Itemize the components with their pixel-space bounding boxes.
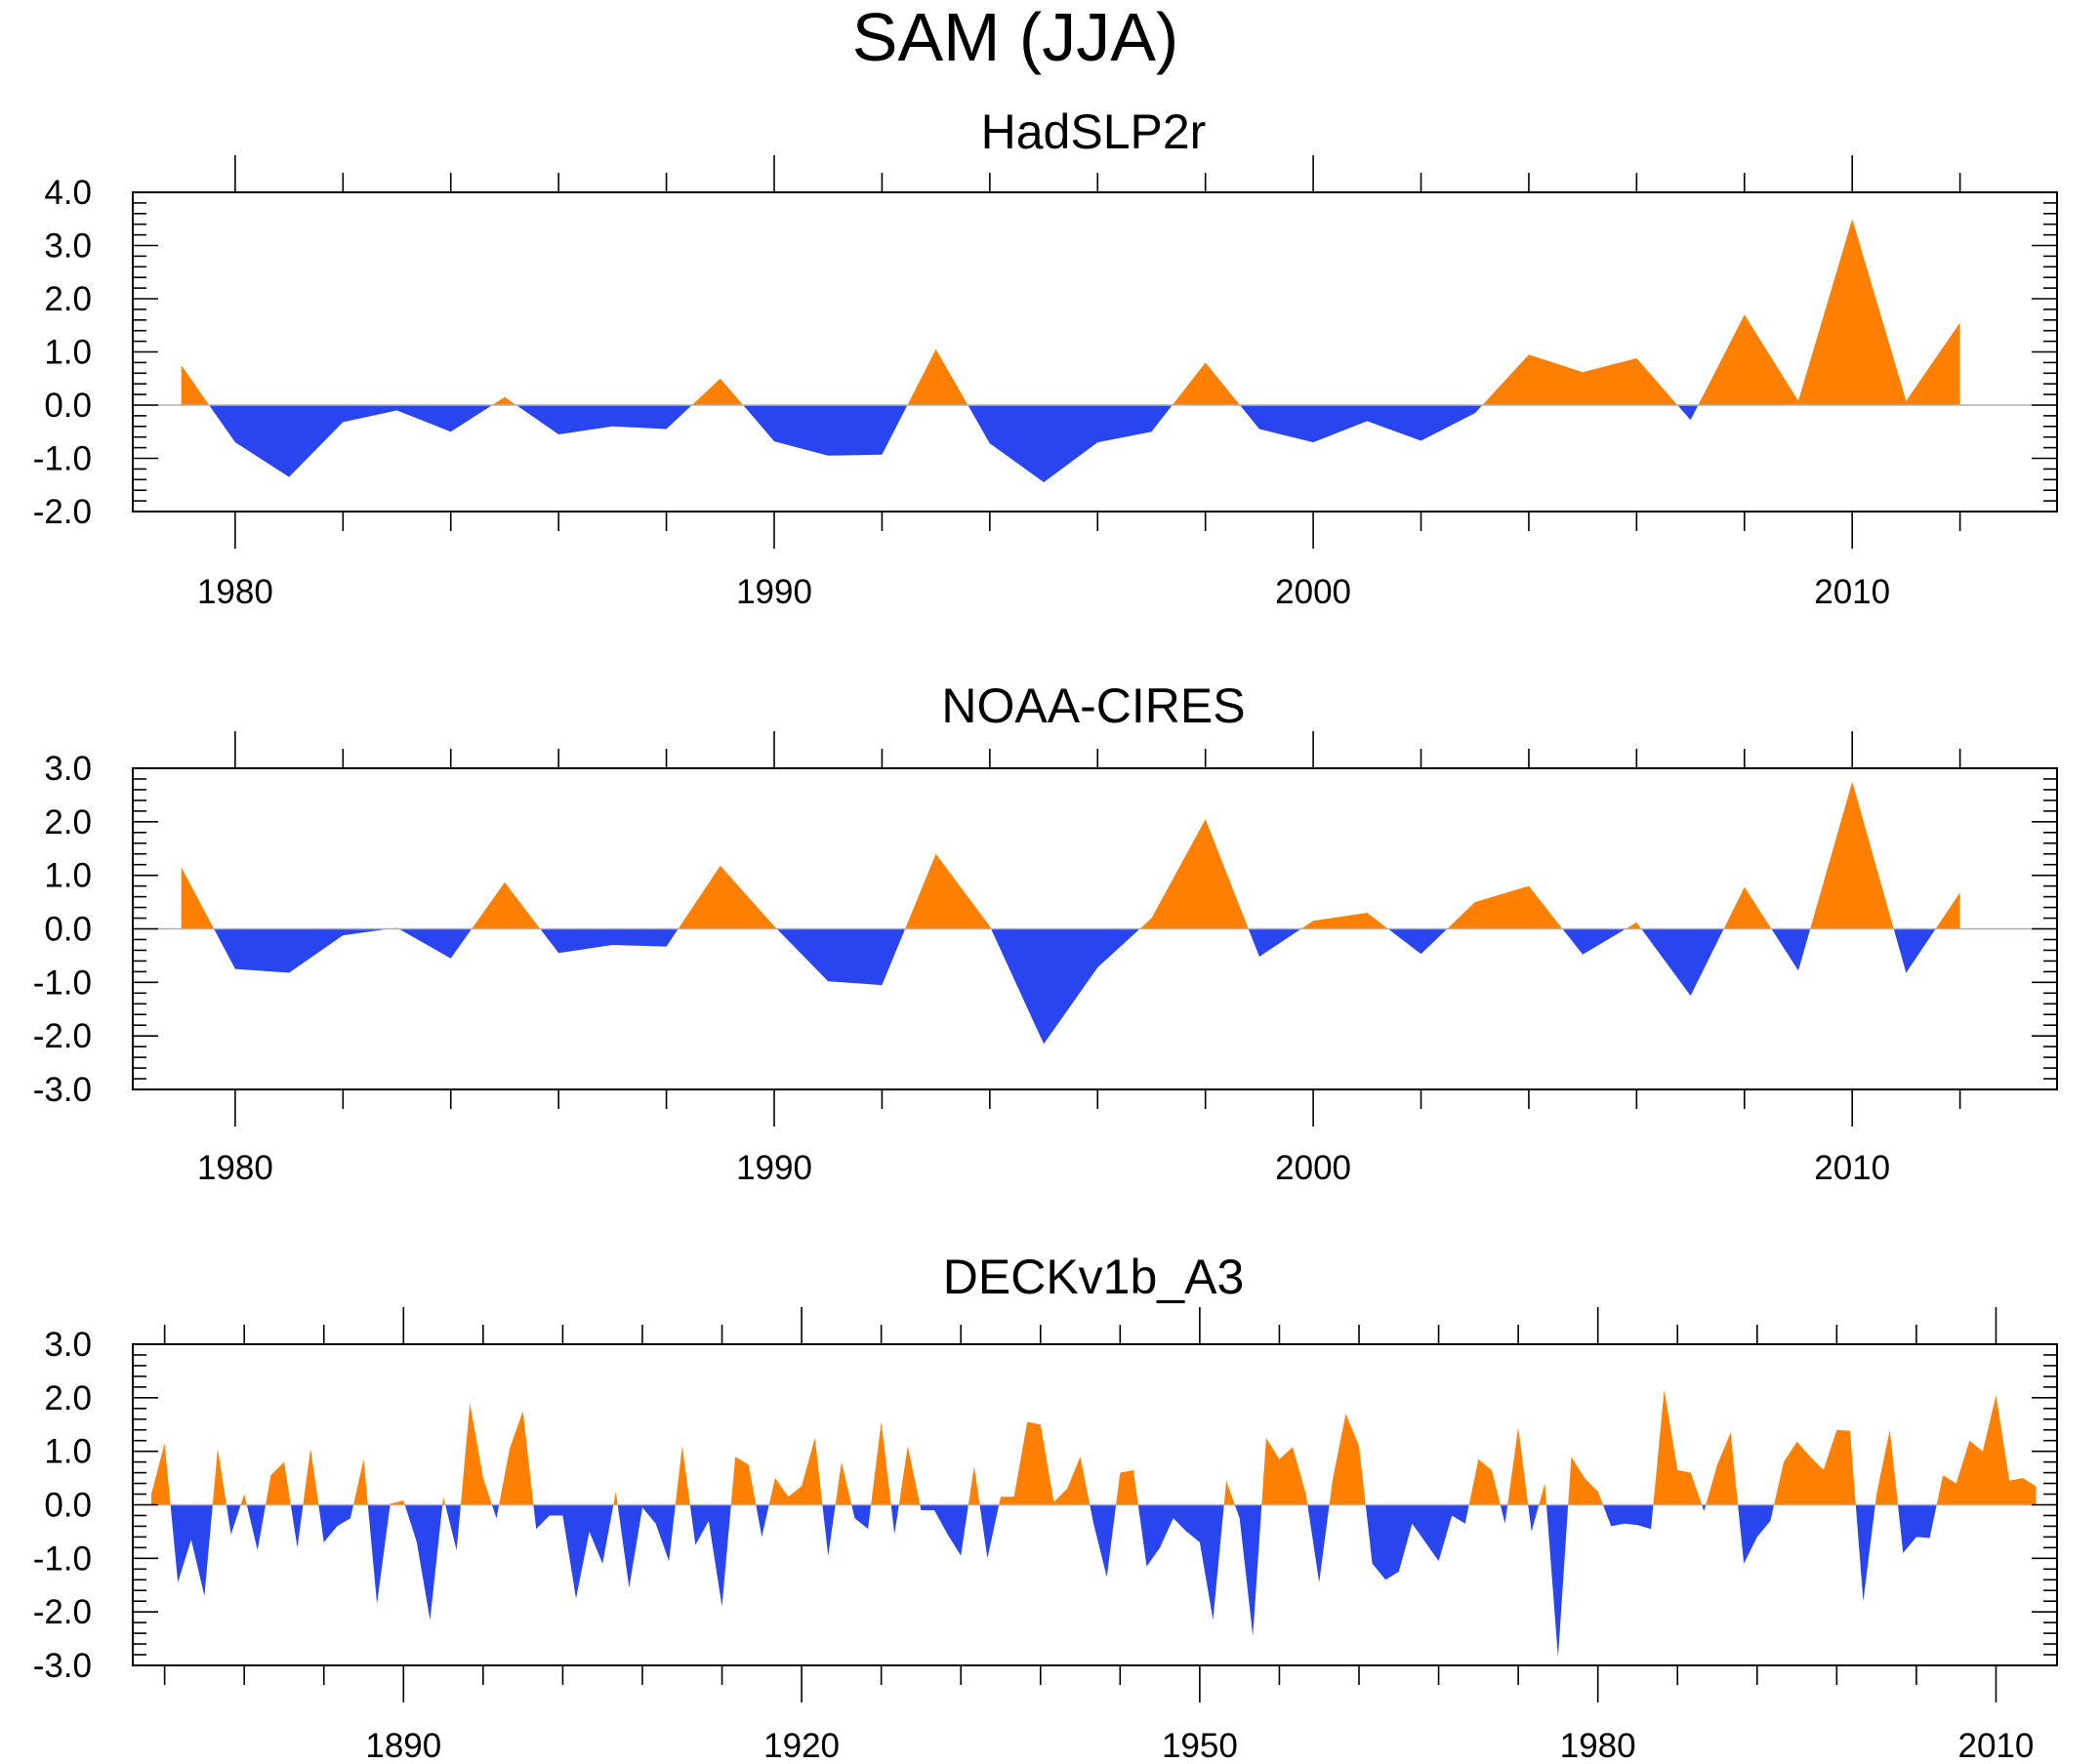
x-tick-label: 2000 [1275,573,1351,611]
y-tick-label: 1.0 [44,1433,92,1471]
y-tick-label: -3.0 [33,1071,92,1109]
x-tick-label: 1980 [197,573,273,611]
y-tick-label: -2.0 [33,493,92,531]
positive-anomaly-area [181,781,1960,929]
panel-title: NOAA-CIRES [941,678,1245,733]
x-tick-label: 2010 [1958,1727,2035,1764]
plot-frame [132,191,2058,513]
y-tick-label: -1.0 [33,440,92,478]
panel-title: DECKv1b_A3 [943,1250,1245,1304]
x-tick-label: 1990 [736,573,812,611]
y-tick-label: 3.0 [44,1326,92,1364]
y-tick-label: -1.0 [33,1539,92,1578]
x-tick-label: 1980 [197,1149,273,1187]
y-tick-label: 1.0 [44,334,92,372]
x-tick-label: 1990 [736,1149,812,1187]
y-tick-label: -2.0 [33,1593,92,1631]
x-tick-label: 1950 [1162,1727,1238,1764]
y-tick-label: 0.0 [44,1487,92,1525]
figure-title: SAM (JJA) [852,0,1178,75]
negative-anomaly-area [151,1504,2037,1658]
y-tick-label: 2.0 [44,803,92,841]
y-tick-label: 1.0 [44,857,92,895]
x-tick-label: 1890 [365,1727,441,1764]
x-tick-label: 1920 [763,1727,840,1764]
positive-anomaly-area [181,219,1960,405]
y-tick-label: 0.0 [44,387,92,425]
panel-title: HadSLP2r [981,104,1207,159]
x-tick-label: 2010 [1814,573,1890,611]
y-tick-label: -3.0 [33,1647,92,1685]
y-tick-label: -2.0 [33,1017,92,1055]
y-tick-label: 3.0 [44,750,92,788]
panel-deckv1b-a3: DECKv1b_A3 -3.0 -2.0 -1.0 0.0 1.0 2.0 3.0 1890 1… [33,1250,2058,1764]
y-tick-label: 4.0 [44,174,92,212]
y-tick-label: -1.0 [33,964,92,1002]
x-tick-label: 1980 [1560,1727,1636,1764]
negative-anomaly-area [181,928,1960,1045]
y-tick-label: 2.0 [44,1379,92,1417]
negative-anomaly-area [181,405,1960,482]
positive-anomaly-area [151,1389,2037,1505]
panel-hadslp2r: HadSLP2r -2.0 -1.0 0.0 1.0 2.0 3.0 4.0 1980 1990… [33,104,2058,611]
y-tick-label: 0.0 [44,911,92,949]
y-tick-label: 2.0 [44,280,92,318]
x-tick-label: 2010 [1814,1149,1890,1187]
x-tick-label: 2000 [1275,1149,1351,1187]
panel-noaa-cires: NOAA-CIRES -3.0 -2.0 -1.0 0.0 1.0 2.0 3.0 1980 1… [33,678,2058,1187]
y-tick-label: 3.0 [44,227,92,266]
